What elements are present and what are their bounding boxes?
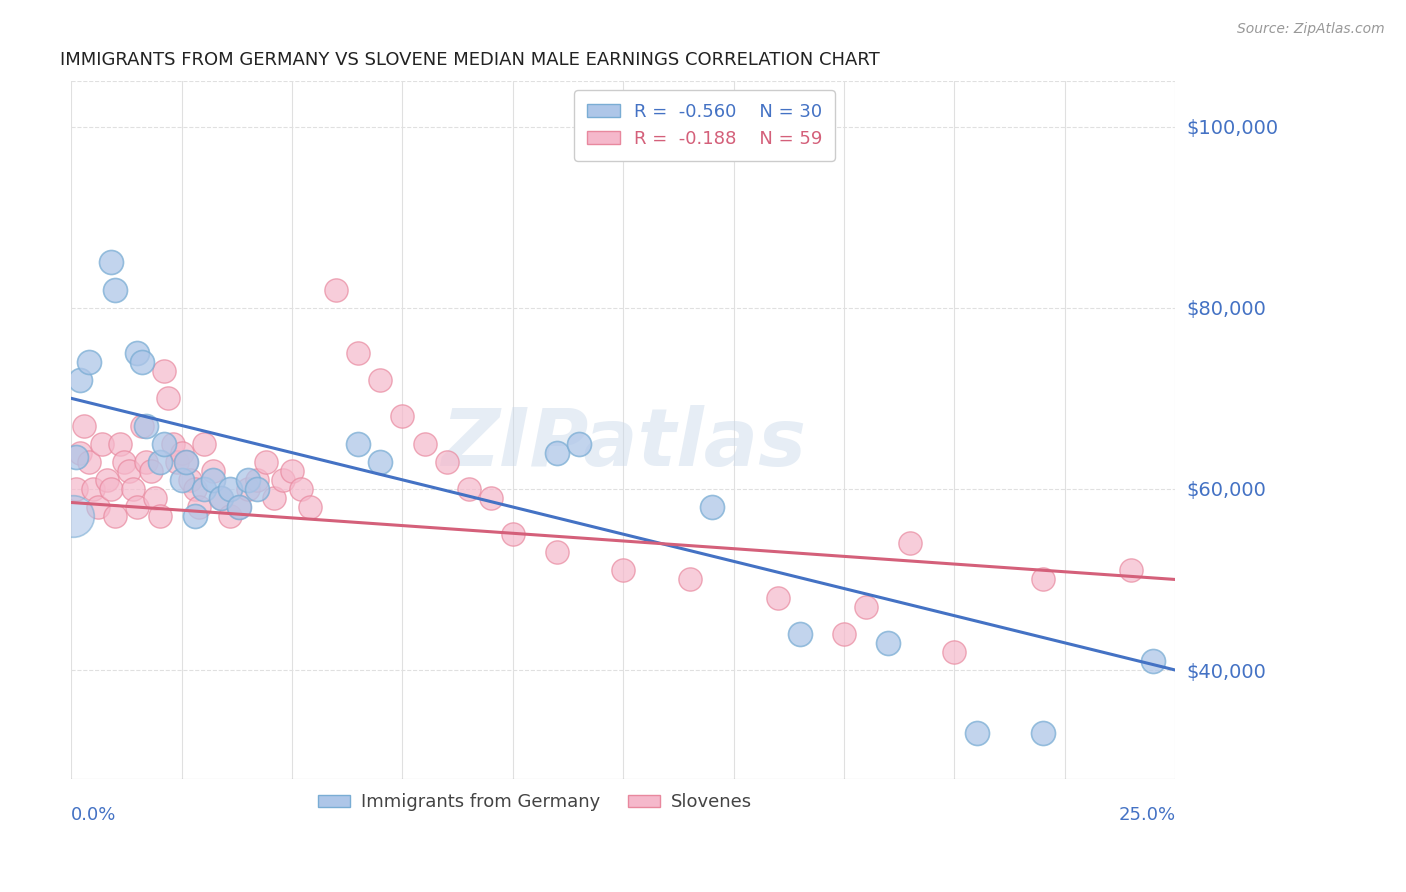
- Point: [298, 500, 321, 514]
- Point: [219, 509, 242, 524]
- Point: [201, 473, 224, 487]
- Point: [263, 491, 285, 505]
- Legend: Immigrants from Germany, Slovenes: Immigrants from Germany, Slovenes: [311, 786, 759, 819]
- Point: [546, 545, 568, 559]
- Point: [1032, 573, 1054, 587]
- Point: [347, 346, 370, 360]
- Point: [112, 455, 135, 469]
- Text: ZIPatlas: ZIPatlas: [440, 405, 806, 483]
- Point: [91, 436, 114, 450]
- Point: [77, 355, 100, 369]
- Text: 25.0%: 25.0%: [1118, 805, 1175, 824]
- Point: [678, 573, 700, 587]
- Point: [118, 464, 141, 478]
- Point: [413, 436, 436, 450]
- Point: [131, 418, 153, 433]
- Point: [236, 473, 259, 487]
- Point: [153, 364, 176, 378]
- Point: [228, 500, 250, 514]
- Point: [104, 283, 127, 297]
- Point: [479, 491, 502, 505]
- Point: [877, 636, 900, 650]
- Point: [219, 482, 242, 496]
- Point: [502, 527, 524, 541]
- Point: [254, 455, 277, 469]
- Point: [77, 455, 100, 469]
- Point: [436, 455, 458, 469]
- Point: [174, 455, 197, 469]
- Point: [82, 482, 104, 496]
- Point: [898, 536, 921, 550]
- Point: [166, 455, 188, 469]
- Point: [370, 373, 392, 387]
- Point: [174, 455, 197, 469]
- Point: [62, 509, 84, 524]
- Point: [184, 482, 207, 496]
- Point: [65, 482, 87, 496]
- Point: [209, 491, 232, 505]
- Point: [143, 491, 166, 505]
- Point: [188, 500, 211, 514]
- Point: [832, 627, 855, 641]
- Point: [87, 500, 110, 514]
- Point: [148, 455, 170, 469]
- Point: [193, 482, 215, 496]
- Point: [966, 726, 988, 740]
- Point: [157, 392, 180, 406]
- Point: [170, 473, 193, 487]
- Point: [69, 373, 91, 387]
- Text: IMMIGRANTS FROM GERMANY VS SLOVENE MEDIAN MALE EARNINGS CORRELATION CHART: IMMIGRANTS FROM GERMANY VS SLOVENE MEDIA…: [60, 51, 880, 69]
- Point: [325, 283, 347, 297]
- Point: [73, 418, 96, 433]
- Point: [391, 409, 413, 424]
- Point: [370, 455, 392, 469]
- Text: 0.0%: 0.0%: [72, 805, 117, 824]
- Point: [236, 482, 259, 496]
- Point: [162, 436, 184, 450]
- Point: [135, 455, 157, 469]
- Point: [228, 500, 250, 514]
- Point: [700, 500, 723, 514]
- Point: [201, 464, 224, 478]
- Point: [179, 473, 201, 487]
- Point: [1142, 654, 1164, 668]
- Point: [457, 482, 479, 496]
- Point: [246, 473, 269, 487]
- Point: [290, 482, 312, 496]
- Point: [246, 482, 269, 496]
- Point: [612, 563, 634, 577]
- Point: [148, 509, 170, 524]
- Point: [127, 500, 149, 514]
- Point: [184, 509, 207, 524]
- Point: [100, 482, 122, 496]
- Text: Source: ZipAtlas.com: Source: ZipAtlas.com: [1237, 22, 1385, 37]
- Point: [65, 450, 87, 465]
- Point: [96, 473, 118, 487]
- Point: [546, 445, 568, 459]
- Point: [100, 255, 122, 269]
- Point: [271, 473, 294, 487]
- Point: [347, 436, 370, 450]
- Point: [104, 509, 127, 524]
- Point: [766, 591, 789, 605]
- Point: [1032, 726, 1054, 740]
- Point: [855, 599, 877, 614]
- Point: [789, 627, 811, 641]
- Point: [943, 645, 966, 659]
- Point: [153, 436, 176, 450]
- Point: [209, 491, 232, 505]
- Point: [122, 482, 145, 496]
- Point: [170, 445, 193, 459]
- Point: [139, 464, 162, 478]
- Point: [69, 445, 91, 459]
- Point: [135, 418, 157, 433]
- Point: [568, 436, 591, 450]
- Point: [281, 464, 304, 478]
- Point: [1119, 563, 1142, 577]
- Point: [193, 436, 215, 450]
- Point: [108, 436, 131, 450]
- Point: [127, 346, 149, 360]
- Point: [131, 355, 153, 369]
